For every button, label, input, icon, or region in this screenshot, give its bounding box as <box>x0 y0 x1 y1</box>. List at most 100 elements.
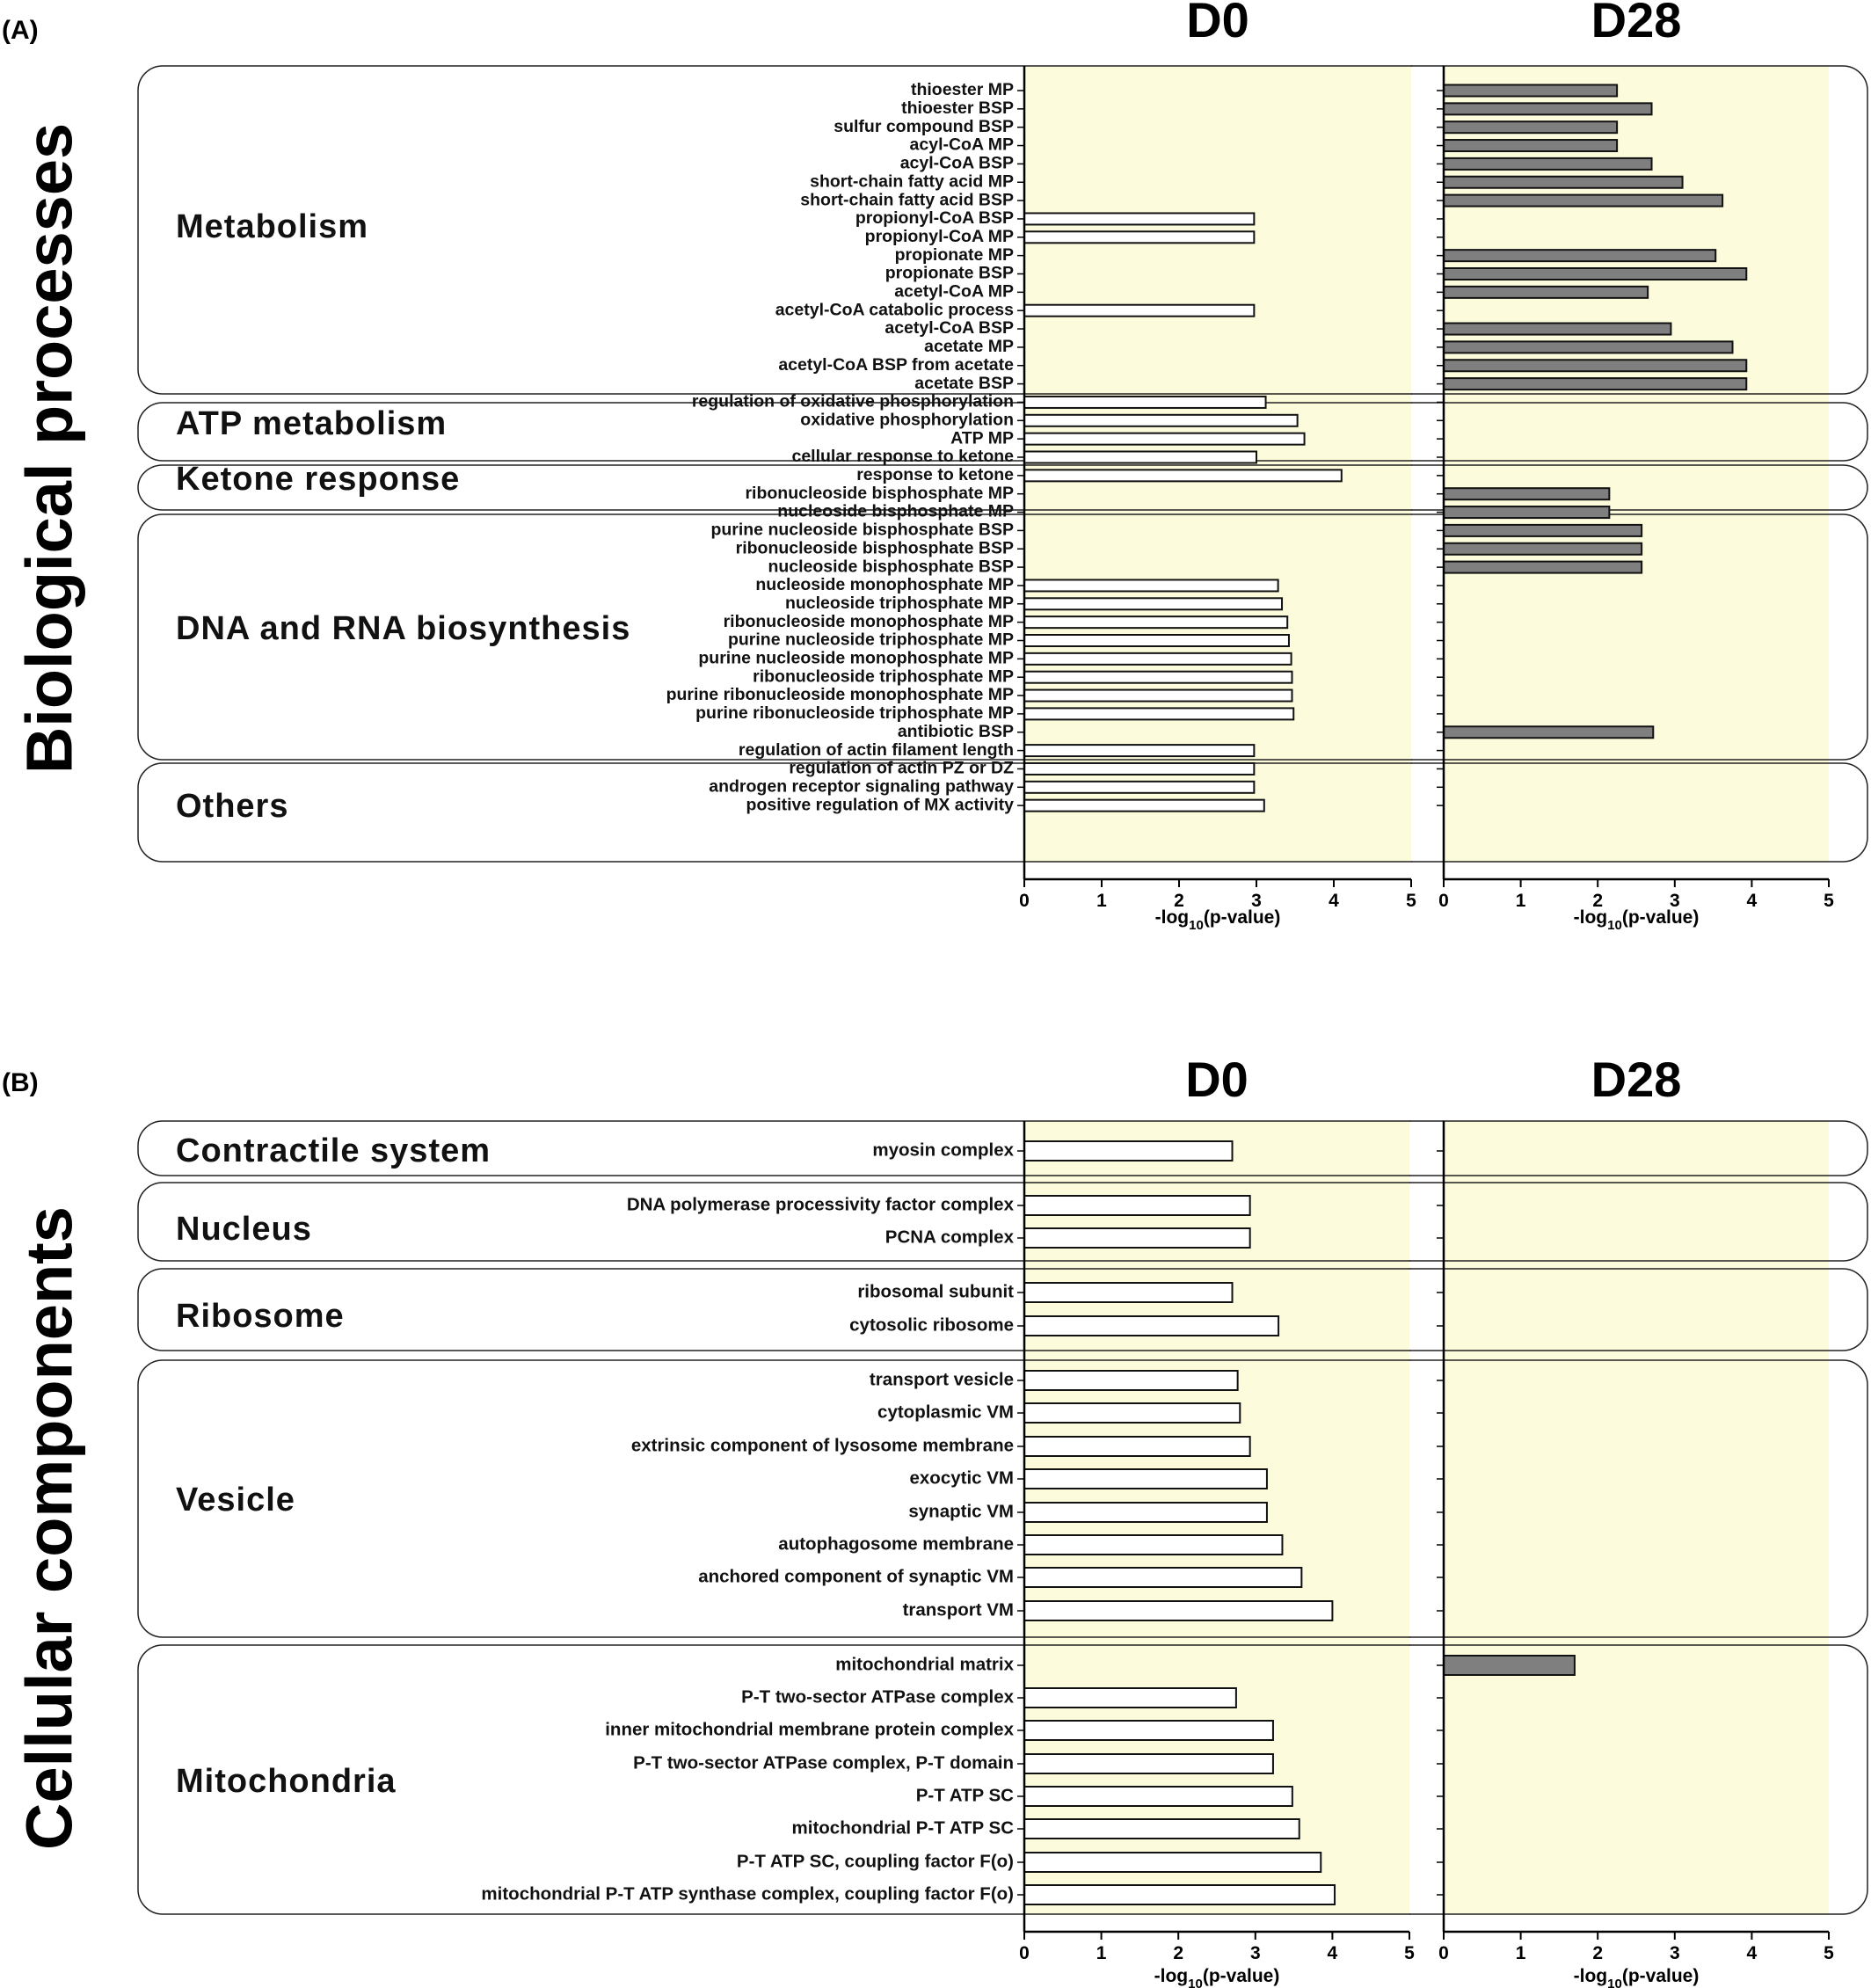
term-label: propionyl-CoA BSP <box>855 208 1014 228</box>
term-label: P-T ATP SC <box>916 1785 1014 1805</box>
term-label: autophagosome membrane <box>778 1533 1014 1554</box>
bar-d0 <box>1023 303 1256 317</box>
term-label: acetate MP <box>924 337 1014 356</box>
term-label: response to ketone <box>856 465 1014 484</box>
x-axis-label-pre: -log <box>1155 907 1189 928</box>
x-tick-label: 5 <box>1824 1943 1834 1963</box>
column-gap <box>1412 64 1443 863</box>
x-axis-label: -log10(p-value) <box>1155 907 1281 933</box>
term-label: ATP MP <box>950 428 1014 448</box>
x-axis-label-sub: 10 <box>1607 918 1622 933</box>
x-tick-label: 1 <box>1096 891 1107 911</box>
group-box <box>137 464 1868 511</box>
x-tick-label: 2 <box>1174 891 1184 911</box>
x-tick-label: 3 <box>1250 1943 1261 1963</box>
bar-d0 <box>1023 761 1256 776</box>
term-label: acetyl-CoA BSP <box>885 318 1014 338</box>
bar-d0 <box>1023 1468 1268 1489</box>
bar-d0 <box>1023 1786 1293 1807</box>
term-label: mitochondrial P-T ATP SC <box>792 1817 1015 1838</box>
bar-d28 <box>1443 193 1724 208</box>
bar-d0 <box>1023 1884 1336 1905</box>
column-title-d0: D0 <box>1186 0 1249 47</box>
bar-d0 <box>1023 1502 1268 1523</box>
bar-d0 <box>1023 1402 1241 1424</box>
x-tick-label: 1 <box>1096 1943 1107 1963</box>
term-label: cytoplasmic VM <box>877 1402 1014 1422</box>
band-d28 <box>1444 1121 1829 1914</box>
term-label: regulation of actin filament length <box>739 740 1014 760</box>
term-label: purine nucleoside triphosphate MP <box>728 630 1014 650</box>
x-tick-label: 3 <box>1251 891 1262 911</box>
panel-letter: (A) <box>2 16 39 45</box>
x-tick-label: 0 <box>1438 1943 1449 1963</box>
term-label: acetyl-CoA MP <box>894 282 1014 302</box>
bar-d28 <box>1443 322 1672 336</box>
group-box <box>137 1182 1868 1262</box>
bar-d0 <box>1023 395 1267 409</box>
bar-d0 <box>1023 744 1256 758</box>
bar-d28 <box>1443 1655 1576 1676</box>
x-tick-label: 2 <box>1592 1943 1603 1963</box>
term-label: cytosolic ribosome <box>849 1314 1014 1335</box>
group-box <box>137 762 1868 863</box>
bar-d0 <box>1023 230 1256 244</box>
bar-d0 <box>1023 1282 1234 1303</box>
x-axis-label: -log10(p-value) <box>1574 907 1700 933</box>
term-label: synaptic VM <box>908 1501 1014 1521</box>
x-tick-label: 2 <box>1173 1943 1183 1963</box>
term-label: acyl-CoA BSP <box>900 154 1014 173</box>
bar-d0 <box>1023 579 1279 593</box>
term-label: acetyl-CoA BSP from acetate <box>778 355 1014 375</box>
term-label: purine nucleoside bisphosphate BSP <box>710 521 1014 540</box>
x-tick-label: 2 <box>1592 891 1603 911</box>
term-label: ribonucleoside bisphosphate BSP <box>736 538 1014 557</box>
term-label: cellular response to ketone <box>791 447 1014 466</box>
bar-d28 <box>1443 542 1643 556</box>
term-label: positive regulation of MX activity <box>746 795 1015 814</box>
bar-d0 <box>1023 780 1256 794</box>
x-tick-label: 3 <box>1670 891 1680 911</box>
bar-d28 <box>1443 84 1619 98</box>
column-title-d28: D28 <box>1591 0 1682 47</box>
term-label: P-T two-sector ATPase complex <box>741 1686 1014 1707</box>
bar-d28 <box>1443 102 1653 116</box>
term-label: purine ribonucleoside triphosphate MP <box>695 703 1014 723</box>
term-label: acyl-CoA MP <box>910 135 1014 155</box>
group-label: Others <box>176 788 288 825</box>
term-label: DNA polymerase processivity factor compl… <box>627 1194 1015 1214</box>
term-label: PCNA complex <box>885 1227 1015 1247</box>
x-tick-label: 0 <box>1019 1943 1030 1963</box>
term-label: ribonucleoside monophosphate MP <box>724 612 1014 631</box>
term-label: myosin complex <box>872 1140 1014 1160</box>
x-tick-label: 4 <box>1329 891 1339 911</box>
group-label: Ketone response <box>176 461 460 498</box>
bar-d28 <box>1443 157 1653 171</box>
term-label: mitochondrial matrix <box>835 1654 1014 1674</box>
term-label: P-T ATP SC, coupling factor F(o) <box>737 1851 1014 1871</box>
term-label: regulation of oxidative phosphorylation <box>692 392 1014 411</box>
term-label: mitochondrial P-T ATP synthase complex, … <box>481 1883 1014 1904</box>
term-label: androgen receptor signaling pathway <box>709 776 1014 796</box>
group-box <box>137 402 1868 462</box>
x-axis-label-post: (p-value) <box>1622 907 1700 928</box>
bar-d0 <box>1023 212 1256 226</box>
term-label: ribonucleoside triphosphate MP <box>753 666 1014 686</box>
x-axis-label-pre: -log <box>1574 1966 1607 1986</box>
x-axis-label-sub: 10 <box>1188 1977 1203 1988</box>
x-axis-label-pre: -log <box>1154 1966 1188 1986</box>
group-box <box>137 1359 1868 1638</box>
x-axis-label-pre: -log <box>1574 907 1607 928</box>
bar-d0 <box>1023 707 1295 721</box>
bar-d28 <box>1443 120 1619 135</box>
term-label: antibiotic BSP <box>898 722 1014 741</box>
term-label: regulation of actin PZ or DZ <box>789 759 1014 778</box>
bar-d28 <box>1443 523 1643 537</box>
group-box <box>137 1268 1868 1351</box>
bar-d0 <box>1023 1720 1274 1741</box>
bar-d0 <box>1023 450 1257 464</box>
bar-d0 <box>1023 670 1293 684</box>
bar-d0 <box>1023 1195 1251 1216</box>
x-axis-label-post: (p-value) <box>1203 1966 1280 1986</box>
term-label: ribonucleoside bisphosphate MP <box>745 484 1014 503</box>
